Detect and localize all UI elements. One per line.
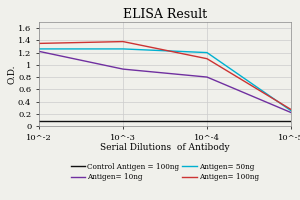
Antigen= 10ng xyxy=(37,50,41,53)
Control Antigen = 100ng xyxy=(37,120,41,122)
Line: Antigen= 10ng: Antigen= 10ng xyxy=(39,51,291,113)
Control Antigen = 100ng xyxy=(205,120,209,122)
Antigen= 50ng xyxy=(205,51,209,54)
Antigen= 50ng xyxy=(37,48,41,50)
Antigen= 50ng xyxy=(121,48,125,50)
Antigen= 100ng xyxy=(289,108,293,111)
Antigen= 10ng xyxy=(121,68,125,70)
Antigen= 10ng xyxy=(289,111,293,114)
Antigen= 50ng xyxy=(289,110,293,112)
Line: Antigen= 50ng: Antigen= 50ng xyxy=(39,49,291,111)
Antigen= 100ng xyxy=(121,40,125,43)
X-axis label: Serial Dilutions  of Antibody: Serial Dilutions of Antibody xyxy=(100,143,230,152)
Antigen= 10ng xyxy=(205,76,209,78)
Y-axis label: O.D.: O.D. xyxy=(8,64,16,84)
Legend: Control Antigen = 100ng, Antigen= 10ng, Antigen= 50ng, Antigen= 100ng: Control Antigen = 100ng, Antigen= 10ng, … xyxy=(71,163,259,181)
Control Antigen = 100ng xyxy=(289,120,293,122)
Line: Antigen= 100ng: Antigen= 100ng xyxy=(39,42,291,109)
Antigen= 100ng xyxy=(37,42,41,45)
Antigen= 100ng xyxy=(205,58,209,60)
Title: ELISA Result: ELISA Result xyxy=(123,8,207,21)
Control Antigen = 100ng xyxy=(121,120,125,122)
